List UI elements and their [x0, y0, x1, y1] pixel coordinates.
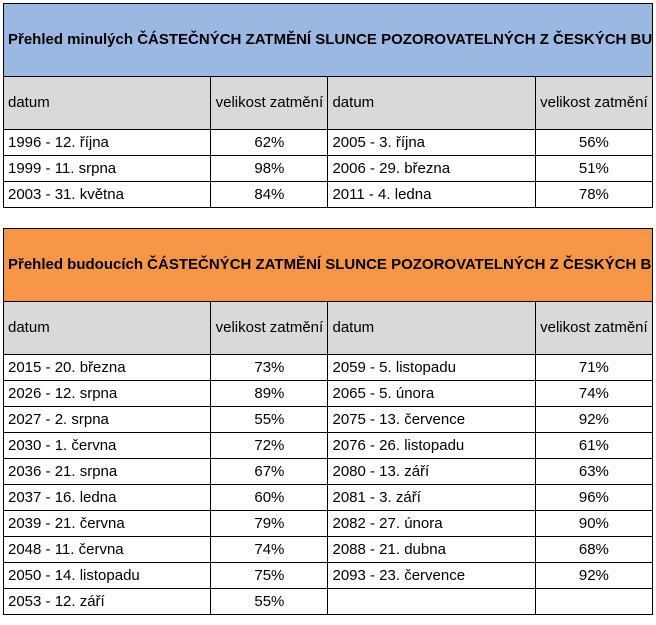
date-cell-right: 2059 - 5. listopadu: [327, 354, 536, 381]
date-cell-left: 2030 - 1. června: [2, 432, 212, 459]
date-cell-left: 2050 - 14. listopadu: [2, 562, 212, 589]
table-row: 2015 - 20. března 73% 2059 - 5. listopadu 7…: [2, 354, 654, 381]
date-cell-left: 2039 - 21. června: [2, 510, 212, 537]
future-header-date-left: datum: [2, 301, 212, 355]
date-cell-left: 2037 - 16. ledna: [2, 484, 212, 511]
date-cell-left: 1996 - 12. října: [2, 129, 212, 156]
date-cell-right: [327, 588, 536, 615]
past-header-size-right: velikost zatmění: [534, 76, 654, 130]
date-cell-right: 2005 - 3. října: [327, 129, 536, 156]
size-cell-left: 55%: [210, 588, 329, 615]
table-row: 2037 - 16. ledna 60% 2081 - 3. září 96%: [2, 484, 654, 511]
past-header-size-left: velikost zatmění: [210, 76, 329, 130]
size-cell-left: 89%: [210, 380, 329, 407]
past-header-date-right: datum: [327, 76, 536, 130]
date-cell-left: 2015 - 20. března: [2, 354, 212, 381]
size-cell-right: 61%: [534, 432, 654, 459]
size-cell-left: 62%: [210, 129, 329, 156]
size-cell-left: 55%: [210, 406, 329, 433]
size-cell-right: 92%: [534, 562, 654, 589]
date-cell-right: 2075 - 13. července: [327, 406, 536, 433]
date-cell-left: 2003 - 31. května: [2, 181, 212, 208]
date-cell-left: 2026 - 12. srpna: [2, 380, 212, 407]
table-row: 2027 - 2. srpna 55% 2075 - 13. července 92%: [2, 406, 654, 433]
table-row: 2003 - 31. května 84% 2011 - 4. ledna 78%: [2, 181, 654, 208]
past-table-title: Přehled minulých ČÁSTEČNÝCH ZATMĚNÍ SLUN…: [3, 3, 653, 77]
size-cell-left: 74%: [210, 536, 329, 563]
date-cell-right: 2006 - 29. března: [327, 155, 536, 182]
table-row: 2050 - 14. listopadu 75% 2093 - 23. červen…: [2, 562, 654, 589]
date-cell-right: 2093 - 23. července: [327, 562, 536, 589]
date-cell-right: 2081 - 3. září: [327, 484, 536, 511]
size-cell-right: 51%: [534, 155, 654, 182]
size-cell-left: 72%: [210, 432, 329, 459]
table-row: 2026 - 12. srpna 89% 2065 - 5. února 74%: [2, 380, 654, 407]
table-row: 1999 - 11. srpna 98% 2006 - 29. března 51%: [2, 155, 654, 182]
size-cell-left: 75%: [210, 562, 329, 589]
future-table-title: Přehled budoucích ČÁSTEČNÝCH ZATMĚNÍ SLU…: [3, 228, 653, 302]
table-row: 2048 - 11. června 74% 2088 - 21. dubna 68%: [2, 536, 654, 563]
date-cell-right: 2076 - 26. listopadu: [327, 432, 536, 459]
past-header-row: datum velikost zatmění datum velikost za…: [2, 76, 654, 130]
date-cell-right: 2088 - 21. dubna: [327, 536, 536, 563]
date-cell-left: 2048 - 11. června: [2, 536, 212, 563]
date-cell-right: 2065 - 5. února: [327, 380, 536, 407]
date-cell-left: 2027 - 2. srpna: [2, 406, 212, 433]
size-cell-left: 79%: [210, 510, 329, 537]
size-cell-left: 67%: [210, 458, 329, 485]
date-cell-left: 2036 - 21. srpna: [2, 458, 212, 485]
size-cell-right: 56%: [534, 129, 654, 156]
size-cell-right: 96%: [534, 484, 654, 511]
table-row: 1996 - 12. října 62% 2005 - 3. října 56%: [2, 129, 654, 156]
future-header-date-right: datum: [327, 301, 536, 355]
table-row: 2030 - 1. června 72% 2076 - 26. listopadu 6…: [2, 432, 654, 459]
size-cell-right: 68%: [534, 536, 654, 563]
size-cell-right: [534, 588, 654, 615]
size-cell-left: 73%: [210, 354, 329, 381]
past-eclipses-table: Přehled minulých ČÁSTEČNÝCH ZATMĚNÍ SLUN…: [2, 3, 654, 208]
table-row: 2039 - 21. června 79% 2082 - 27. února 90%: [2, 510, 654, 537]
future-header-size-left: velikost zatmění: [210, 301, 329, 355]
date-cell-right: 2080 - 13. září: [327, 458, 536, 485]
size-cell-right: 92%: [534, 406, 654, 433]
past-header-date-left: datum: [2, 76, 212, 130]
size-cell-left: 60%: [210, 484, 329, 511]
date-cell-left: 1999 - 11. srpna: [2, 155, 212, 182]
date-cell-left: 2053 - 12. září: [2, 588, 212, 615]
table-row: 2036 - 21. srpna 67% 2080 - 13. září 63%: [2, 458, 654, 485]
size-cell-right: 74%: [534, 380, 654, 407]
future-header-size-right: velikost zatmění: [534, 301, 654, 355]
size-cell-left: 84%: [210, 181, 329, 208]
future-header-row: datum velikost zatmění datum velikost za…: [2, 301, 654, 355]
future-eclipses-table: Přehled budoucích ČÁSTEČNÝCH ZATMĚNÍ SLU…: [2, 228, 654, 615]
size-cell-right: 71%: [534, 354, 654, 381]
table-row: 2053 - 12. září 55%: [2, 588, 654, 615]
size-cell-left: 98%: [210, 155, 329, 182]
size-cell-right: 90%: [534, 510, 654, 537]
size-cell-right: 78%: [534, 181, 654, 208]
date-cell-right: 2011 - 4. ledna: [327, 181, 536, 208]
date-cell-right: 2082 - 27. února: [327, 510, 536, 537]
size-cell-right: 63%: [534, 458, 654, 485]
